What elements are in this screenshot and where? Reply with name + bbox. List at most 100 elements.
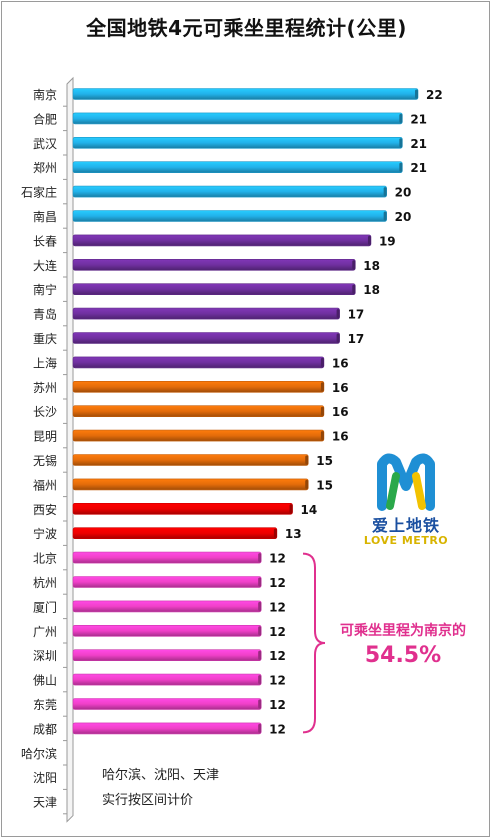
data-label: 15 <box>316 478 333 492</box>
data-label: 12 <box>269 625 286 639</box>
bar-end-cap <box>320 357 324 367</box>
love-metro-logo: 爱上地铁 LOVE METRO <box>352 446 460 556</box>
footnote-line-1: 哈尔滨、沈阳、天津 <box>102 768 220 783</box>
bar <box>72 112 403 125</box>
bar-end-cap <box>258 553 262 563</box>
y-tick-label: 昆明 <box>33 430 57 444</box>
data-label: 16 <box>332 381 349 395</box>
data-label: 17 <box>348 308 365 322</box>
bar <box>72 405 325 418</box>
bar <box>72 698 262 710</box>
bar <box>72 234 372 247</box>
chart-title: 全国地铁4元可乘坐里程统计(公里) <box>86 16 407 40</box>
y-tick-label: 武汉 <box>33 137 57 151</box>
bracket-annotation-text: 可乘坐里程为南京的 <box>340 623 466 639</box>
bar <box>72 332 340 344</box>
data-label: 20 <box>395 210 412 224</box>
bar <box>72 380 325 393</box>
bar-end-cap <box>320 431 324 441</box>
data-label: 14 <box>301 503 318 517</box>
bar-end-cap <box>258 675 262 685</box>
bar-end-cap <box>352 260 356 270</box>
data-label: 16 <box>332 430 349 444</box>
bracket-curly-brace <box>302 552 326 734</box>
bar-end-cap <box>305 479 309 489</box>
data-label: 20 <box>395 186 412 200</box>
data-label: 16 <box>332 405 349 419</box>
y-tick-label: 石家庄 <box>21 185 57 200</box>
bar-end-cap <box>336 333 340 343</box>
bar-end-cap <box>352 284 356 294</box>
data-label: 12 <box>269 552 286 566</box>
bar-end-cap <box>258 626 262 636</box>
footnote-line-2: 实行按区间计价 <box>102 793 194 808</box>
data-label: 13 <box>285 527 302 541</box>
bar-end-cap <box>258 577 262 587</box>
y-tick-label: 沈阳 <box>33 770 57 785</box>
bar-end-cap <box>258 723 262 733</box>
bar <box>72 454 309 466</box>
data-label: 21 <box>410 161 427 175</box>
logo-text-cn: 爱上地铁 <box>371 516 440 535</box>
y-tick-label: 广州 <box>33 625 57 639</box>
bar <box>72 722 262 735</box>
bar <box>72 88 419 100</box>
data-label: 16 <box>332 356 349 370</box>
data-label: 22 <box>426 88 443 102</box>
bar <box>72 185 387 198</box>
bar-end-cap <box>415 89 418 99</box>
data-label: 19 <box>379 234 396 248</box>
bar <box>72 502 293 515</box>
bar-end-cap <box>383 211 387 221</box>
bar <box>72 137 403 149</box>
bar-end-cap <box>273 528 277 538</box>
y-tick-label: 无锡 <box>33 453 57 468</box>
bar <box>72 551 262 564</box>
bar-end-cap <box>258 699 262 709</box>
data-label: 21 <box>410 112 427 126</box>
data-label: 21 <box>410 137 427 151</box>
bar <box>72 161 403 173</box>
y-tick-label: 南昌 <box>33 209 57 224</box>
y-tick-label: 合肥 <box>33 111 57 126</box>
y-tick-label: 大连 <box>33 258 57 273</box>
y-tick-label: 上海 <box>33 355 57 370</box>
y-tick-label: 天津 <box>33 796 57 810</box>
y-tick-label: 佛山 <box>33 674 57 688</box>
data-label: 12 <box>269 698 286 712</box>
bar-end-cap <box>399 138 403 148</box>
bar-end-cap <box>399 113 403 123</box>
bar-end-cap <box>320 382 324 392</box>
bar-end-cap <box>289 504 293 514</box>
bar <box>72 210 387 222</box>
bar <box>72 258 356 271</box>
bar <box>72 576 262 588</box>
y-tick-label: 南京 <box>33 87 57 102</box>
data-label: 18 <box>363 283 380 297</box>
y-tick-label: 长沙 <box>33 405 57 419</box>
data-label: 12 <box>269 576 286 590</box>
bar <box>72 600 262 613</box>
bar-end-cap <box>305 455 309 465</box>
y-tick-label: 长春 <box>33 234 57 248</box>
bar-end-cap <box>258 650 262 660</box>
data-label: 12 <box>269 649 286 663</box>
y-tick-label: 厦门 <box>33 599 57 614</box>
y-tick-label: 宁波 <box>33 526 57 541</box>
bar-end-cap <box>320 406 324 416</box>
bar-end-cap <box>399 162 403 172</box>
y-tick-label: 成都 <box>33 722 57 736</box>
data-label: 18 <box>363 259 380 273</box>
data-label: 12 <box>269 674 286 688</box>
metro-m-icon <box>377 453 435 511</box>
y-tick-label: 西安 <box>33 502 57 517</box>
data-label: 17 <box>348 332 365 346</box>
bar <box>72 624 262 637</box>
bar <box>72 527 278 540</box>
bar-end-cap <box>383 187 387 197</box>
bracket-annotation-value: 54.5% <box>364 643 442 668</box>
data-label: 15 <box>316 454 333 468</box>
bar <box>72 649 262 662</box>
y-tick-label: 重庆 <box>33 332 57 346</box>
